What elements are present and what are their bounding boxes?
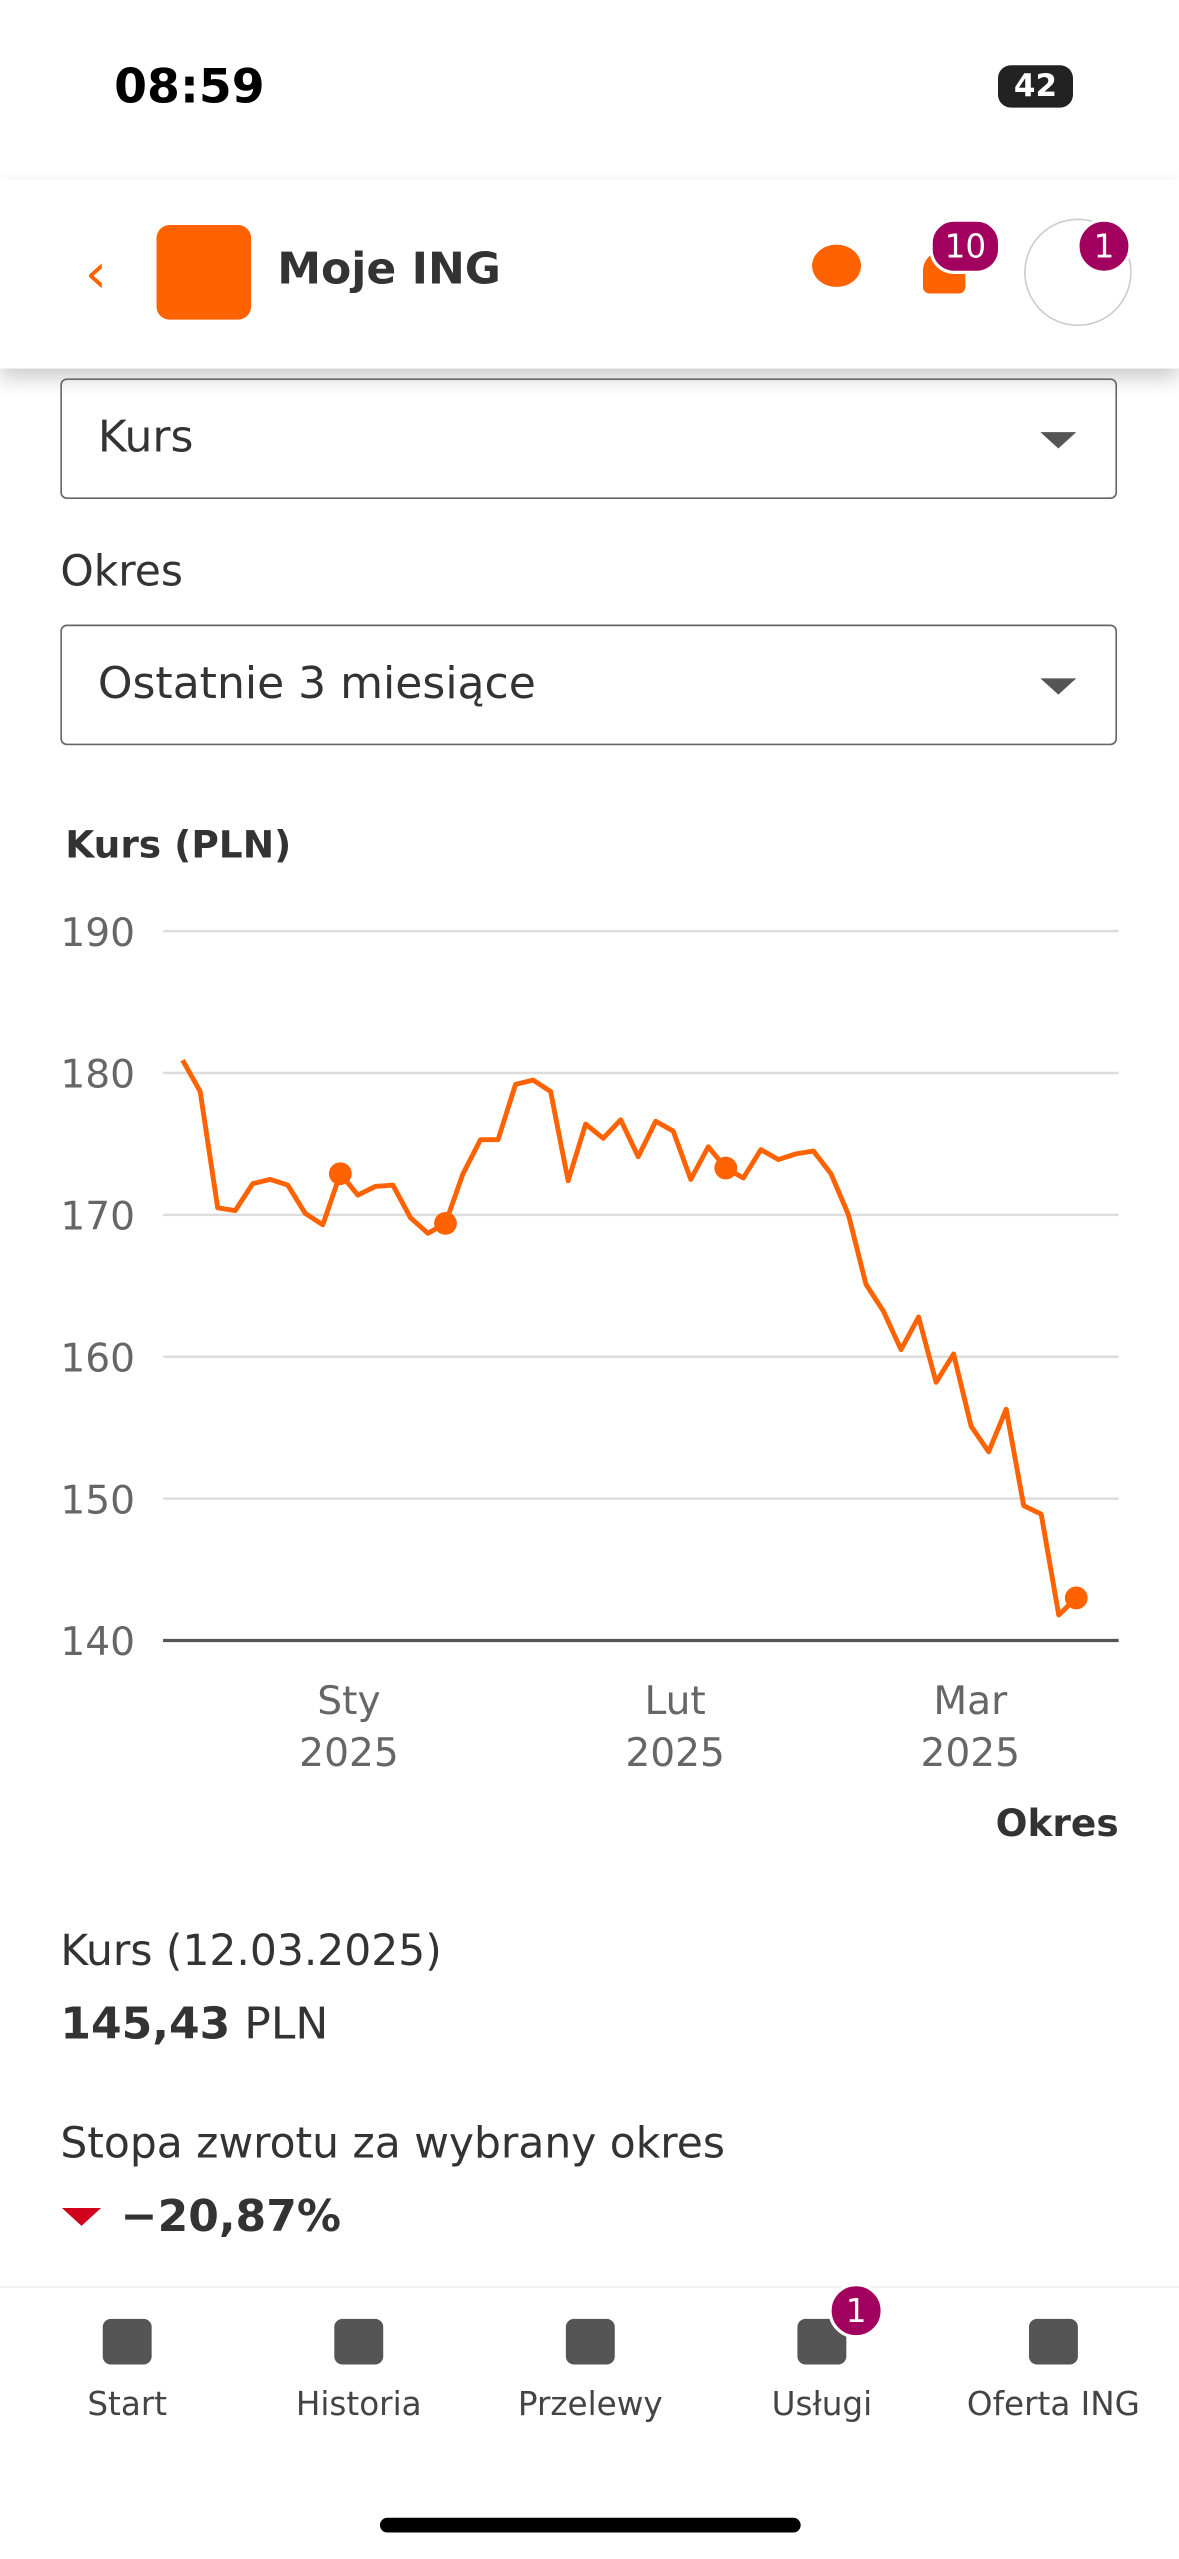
rate: 145,43 PLN — [60, 1999, 328, 2050]
nav-item[interactable]: Przelewy — [517, 2384, 663, 2424]
nav-item[interactable]: Usługi — [771, 2384, 873, 2424]
x-tick-label: 2025 — [625, 1731, 725, 1776]
nav-item[interactable]: Start — [87, 2384, 168, 2424]
y-tick-label: 140 — [60, 1620, 135, 1665]
rate-unit: PLN — [244, 1999, 329, 2050]
clock: 08:59 — [114, 58, 265, 115]
point-marker — [434, 1211, 457, 1235]
y-tick-label: 190 — [60, 911, 135, 956]
nav-item[interactable]: Oferta ING — [966, 2384, 1140, 2424]
nav-icon — [102, 2318, 152, 2365]
point-marker — [714, 1156, 738, 1180]
ing-logo — [156, 225, 252, 320]
battery: 42 — [997, 65, 1074, 108]
period-select[interactable]: Ostatnie 3 miesiące — [60, 624, 1118, 746]
return-label: Stopa zwrotu za wybrany okres — [60, 2119, 725, 2169]
y-tick-label: 150 — [60, 1478, 135, 1523]
x-tick-label: Sty — [317, 1679, 380, 1724]
type-select[interactable]: Kurs — [60, 378, 1118, 499]
point-marker — [328, 1162, 352, 1186]
home-indicator — [379, 2517, 801, 2533]
point-marker — [1064, 1586, 1088, 1610]
x-tick-label: 2025 — [920, 1731, 1020, 1776]
y-axis-title: Kurs (PLN) — [65, 823, 291, 867]
profile-badge: 1 — [1076, 218, 1132, 274]
y-tick-label: 180 — [60, 1053, 135, 1098]
chart: Kurs (PLN) Okres 140 150 160 170 180 190 Sty 2025… — [60, 823, 1119, 1845]
back-button[interactable]: ‹ — [84, 241, 107, 307]
nav-icon — [1028, 2318, 1078, 2365]
profile-button[interactable] — [1024, 218, 1132, 327]
nav-icon — [565, 2318, 615, 2365]
app-header: ‹ Moje ING 10 1 — [0, 179, 1179, 369]
header-title: Moje ING — [277, 244, 501, 296]
price-line — [180, 1059, 1078, 1618]
help-icon[interactable] — [812, 244, 862, 288]
nav-item[interactable]: Historia — [295, 2384, 422, 2424]
notification-badge: 10 — [929, 218, 1002, 274]
nav-icon — [334, 2318, 384, 2365]
services-badge: 1 — [828, 2282, 884, 2339]
y-tick-label: 170 — [60, 1195, 135, 1240]
x-tick-label: Lut — [644, 1679, 705, 1724]
period-label: Okres — [60, 547, 183, 597]
x-axis-title: Okres — [996, 1801, 1119, 1845]
x-tick-label: 2025 — [299, 1731, 399, 1776]
rate-label: Kurs (12.03.2025) — [60, 1927, 442, 1977]
down-arrow — [61, 2207, 102, 2246]
rate-value: 145,43 — [60, 1999, 231, 2050]
return-value: −20,87% — [120, 2191, 341, 2243]
x-tick-label: Mar — [933, 1679, 1008, 1724]
y-tick-label: 160 — [60, 1336, 135, 1381]
